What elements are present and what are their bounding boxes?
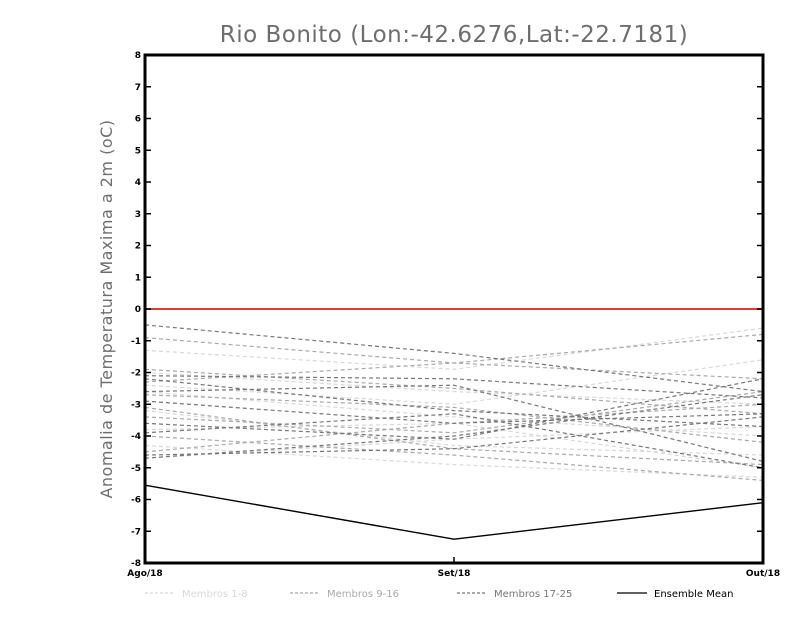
member-line-g2-3: [144, 394, 764, 443]
y-axis-label: Anomalia de Temperatura Maxima a 2m (oC): [97, 119, 116, 498]
member-line-g1-3: [144, 391, 764, 437]
member-line-g3-2: [144, 375, 764, 399]
member-line-g3-9: [144, 394, 764, 459]
ensemble-mean-group: [144, 484, 764, 540]
member-line-g1-2: [144, 371, 764, 405]
y-tick-label: -7: [131, 527, 141, 537]
y-tick-label: -3: [131, 400, 141, 410]
x-tick-label: Set/18: [438, 569, 471, 579]
member-line-g3-7: [144, 413, 764, 469]
y-tick-label: -4: [131, 432, 141, 442]
y-tick-label: -6: [131, 496, 141, 506]
x-tick-label: Ago/18: [127, 569, 162, 579]
y-tick-label: -8: [131, 559, 141, 569]
y-tick-label: 0: [135, 305, 141, 315]
member-line-g1-4: [144, 410, 764, 456]
member-line-g1-8: [144, 359, 764, 405]
member-line-g1-6: [144, 444, 764, 478]
y-tick-label: 3: [135, 210, 141, 220]
legend-label: Membros 9-16: [327, 589, 399, 600]
member-line-g3-5: [144, 416, 764, 456]
member-line-g3-8: [144, 378, 764, 428]
member-line-g3-4: [144, 378, 764, 440]
member-lines: [144, 324, 764, 481]
y-tick-label: -1: [131, 337, 141, 347]
y-tick-label: -5: [131, 464, 141, 474]
y-tick-label: 5: [135, 146, 141, 156]
member-line-g2-5: [144, 435, 764, 481]
member-line-g2-4: [144, 391, 764, 434]
y-tick-label: 6: [135, 115, 141, 125]
y-tick-label: 2: [135, 242, 141, 252]
member-line-g3-1: [144, 324, 764, 393]
y-tick-label: 7: [135, 83, 141, 93]
ensemble-mean-line: [144, 484, 764, 540]
member-line-g1-1: [144, 327, 764, 370]
y-tick-label: 8: [135, 51, 141, 61]
legend: Membros 1-8 Membros 9-16 Membros 17-25 Ense…: [145, 589, 733, 600]
member-line-g2-7: [144, 333, 764, 383]
member-line-g3-3: [144, 400, 764, 424]
y-tick-label: 1: [135, 273, 141, 283]
x-axis-ticks: Ago/18 Set/18 Out/18: [127, 557, 780, 579]
member-line-g3-6: [144, 384, 764, 462]
chart-title: Rio Bonito (Lon:-42.6276,Lat:-22.7181): [220, 22, 689, 48]
legend-label: Membros 17-25: [494, 589, 572, 600]
member-line-g2-2: [144, 368, 764, 415]
x-tick-label: Out/18: [746, 569, 780, 579]
y-tick-label: 4: [135, 178, 141, 188]
legend-label: Membros 1-8: [182, 589, 248, 600]
y-axis-ticks: 8 7 6 5 4 3 2 1 0 -1 -2 -3 -4 -5 -6 -7 -8: [131, 51, 763, 569]
legend-label: Ensemble Mean: [654, 589, 733, 600]
y-tick-label: -2: [131, 369, 141, 379]
